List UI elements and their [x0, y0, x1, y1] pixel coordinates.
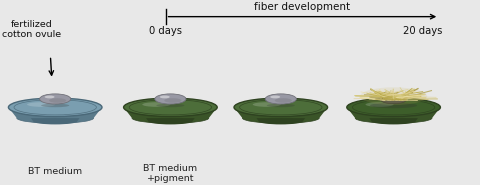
- Ellipse shape: [164, 98, 181, 103]
- Ellipse shape: [267, 104, 295, 107]
- Ellipse shape: [129, 100, 212, 115]
- Text: BT medium: BT medium: [28, 167, 82, 176]
- Ellipse shape: [17, 113, 94, 123]
- Ellipse shape: [8, 98, 102, 117]
- Ellipse shape: [270, 95, 280, 98]
- Ellipse shape: [155, 94, 186, 104]
- Ellipse shape: [242, 113, 319, 123]
- Text: 0 days: 0 days: [149, 26, 182, 36]
- Text: BT medium
+pigment: BT medium +pigment: [144, 164, 197, 183]
- Ellipse shape: [381, 97, 406, 104]
- Text: fertilized
cotton ovule: fertilized cotton ovule: [1, 20, 61, 39]
- Ellipse shape: [347, 98, 441, 117]
- Polygon shape: [146, 118, 195, 122]
- Ellipse shape: [142, 102, 170, 107]
- Ellipse shape: [14, 100, 96, 115]
- Polygon shape: [256, 118, 305, 122]
- Polygon shape: [123, 107, 217, 118]
- Ellipse shape: [123, 98, 217, 117]
- Ellipse shape: [132, 113, 209, 123]
- Ellipse shape: [275, 98, 292, 103]
- Ellipse shape: [252, 102, 281, 107]
- Ellipse shape: [370, 103, 417, 108]
- Ellipse shape: [49, 98, 66, 103]
- Ellipse shape: [148, 119, 192, 125]
- Polygon shape: [31, 118, 80, 122]
- Ellipse shape: [41, 104, 69, 107]
- Ellipse shape: [259, 119, 303, 125]
- Polygon shape: [234, 107, 327, 118]
- Ellipse shape: [240, 100, 322, 115]
- Ellipse shape: [372, 119, 416, 125]
- Ellipse shape: [33, 119, 77, 125]
- Polygon shape: [9, 107, 102, 118]
- Text: fiber development: fiber development: [254, 2, 350, 12]
- Polygon shape: [369, 118, 418, 122]
- Ellipse shape: [352, 100, 435, 115]
- Polygon shape: [347, 107, 441, 118]
- Ellipse shape: [234, 98, 327, 117]
- Text: 20 days: 20 days: [403, 26, 442, 36]
- Ellipse shape: [160, 95, 170, 98]
- Ellipse shape: [156, 104, 184, 107]
- Ellipse shape: [39, 94, 71, 104]
- Ellipse shape: [355, 113, 432, 123]
- Ellipse shape: [360, 87, 427, 105]
- Ellipse shape: [366, 102, 394, 107]
- Ellipse shape: [45, 95, 55, 98]
- Ellipse shape: [27, 102, 55, 107]
- Ellipse shape: [265, 94, 296, 104]
